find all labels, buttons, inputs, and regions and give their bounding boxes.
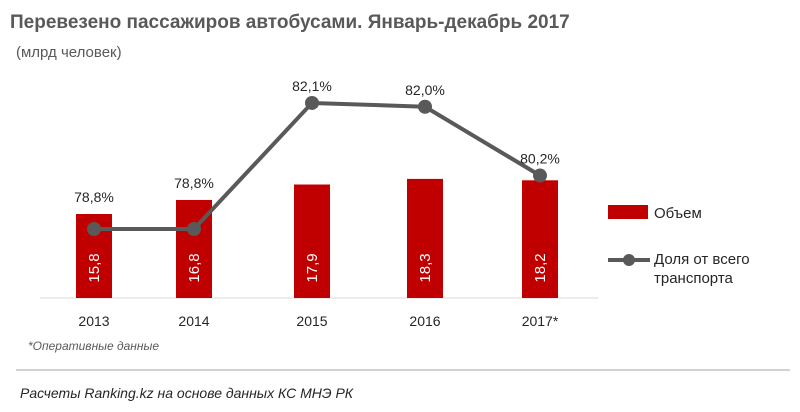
chart-subtitle: (млрд человек)	[16, 44, 122, 61]
legend: Объем Доля от всего транспорта	[608, 205, 750, 287]
bar	[407, 178, 443, 298]
line-series: 78,8% 78,8% 82,1% 82,0% 80,2%	[74, 78, 560, 236]
line-value-label: 82,0%	[405, 82, 445, 98]
line-point	[533, 168, 547, 183]
line-point	[187, 222, 201, 236]
legend-label-volume: Объем	[654, 205, 702, 222]
legend-label-share: Доля от всего	[654, 251, 750, 268]
x-tick-label: 2017*	[522, 313, 559, 329]
line-value-label: 78,8%	[174, 175, 214, 191]
line-point	[305, 95, 319, 110]
line-value-label: 80,2%	[520, 151, 560, 167]
bar-value-label: 18,2	[532, 253, 549, 282]
bar	[294, 184, 330, 298]
bar-series: 15,8 16,8 17,9 18,3 18,2	[76, 178, 558, 298]
x-tick-label: 2016	[409, 313, 440, 329]
legend-bar-swatch	[608, 205, 648, 219]
line-value-label: 78,8%	[74, 189, 114, 205]
legend-label-share-2: транспорта	[654, 270, 734, 287]
x-tick-label: 2015	[296, 313, 327, 329]
line-point	[87, 222, 101, 236]
legend-line-marker	[623, 254, 635, 266]
bar-value-label: 17,9	[304, 253, 321, 282]
x-tick-label: 2013	[78, 313, 109, 329]
bar-value-label: 18,3	[417, 253, 434, 282]
footnote: *Оперативные данные	[28, 339, 159, 353]
x-tick-label: 2014	[178, 313, 209, 329]
source-text: Расчеты Ranking.kz на основе данных КС М…	[20, 385, 354, 401]
bar	[522, 180, 558, 298]
bar-value-label: 16,8	[186, 253, 203, 282]
bar-value-label: 15,8	[86, 253, 103, 282]
line-point	[418, 99, 432, 114]
line-value-label: 82,1%	[292, 78, 332, 94]
chart-title: Перевезено пассажиров автобусами. Январь…	[10, 12, 570, 33]
